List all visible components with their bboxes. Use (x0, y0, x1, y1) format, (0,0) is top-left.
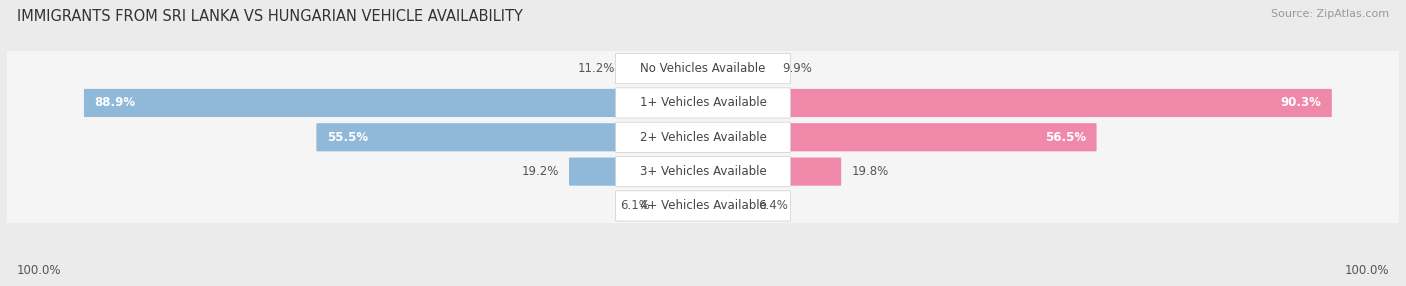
Text: 100.0%: 100.0% (17, 265, 62, 277)
Text: 6.4%: 6.4% (758, 199, 787, 212)
Text: 90.3%: 90.3% (1279, 96, 1322, 110)
FancyBboxPatch shape (790, 123, 1097, 151)
Text: 19.8%: 19.8% (851, 165, 889, 178)
FancyBboxPatch shape (569, 158, 616, 186)
FancyBboxPatch shape (616, 156, 790, 187)
Text: 9.9%: 9.9% (782, 62, 813, 75)
FancyBboxPatch shape (6, 178, 1400, 233)
FancyBboxPatch shape (6, 76, 1400, 130)
Text: 19.2%: 19.2% (522, 165, 560, 178)
Text: 56.5%: 56.5% (1045, 131, 1085, 144)
Text: 6.1%: 6.1% (620, 199, 650, 212)
Text: 100.0%: 100.0% (1344, 265, 1389, 277)
FancyBboxPatch shape (616, 191, 790, 221)
Text: 3+ Vehicles Available: 3+ Vehicles Available (640, 165, 766, 178)
Text: No Vehicles Available: No Vehicles Available (640, 62, 766, 75)
FancyBboxPatch shape (616, 122, 790, 152)
FancyBboxPatch shape (316, 123, 616, 151)
Text: Source: ZipAtlas.com: Source: ZipAtlas.com (1271, 9, 1389, 19)
Text: 55.5%: 55.5% (328, 131, 368, 144)
Text: 1+ Vehicles Available: 1+ Vehicles Available (640, 96, 766, 110)
FancyBboxPatch shape (6, 110, 1400, 165)
FancyBboxPatch shape (616, 88, 790, 118)
Text: 4+ Vehicles Available: 4+ Vehicles Available (640, 199, 766, 212)
Text: 88.9%: 88.9% (94, 96, 136, 110)
FancyBboxPatch shape (6, 41, 1400, 96)
Text: 11.2%: 11.2% (578, 62, 614, 75)
FancyBboxPatch shape (790, 89, 1331, 117)
Text: 2+ Vehicles Available: 2+ Vehicles Available (640, 131, 766, 144)
FancyBboxPatch shape (6, 144, 1400, 199)
FancyBboxPatch shape (616, 53, 790, 84)
FancyBboxPatch shape (84, 89, 616, 117)
FancyBboxPatch shape (790, 158, 841, 186)
Text: IMMIGRANTS FROM SRI LANKA VS HUNGARIAN VEHICLE AVAILABILITY: IMMIGRANTS FROM SRI LANKA VS HUNGARIAN V… (17, 9, 523, 23)
